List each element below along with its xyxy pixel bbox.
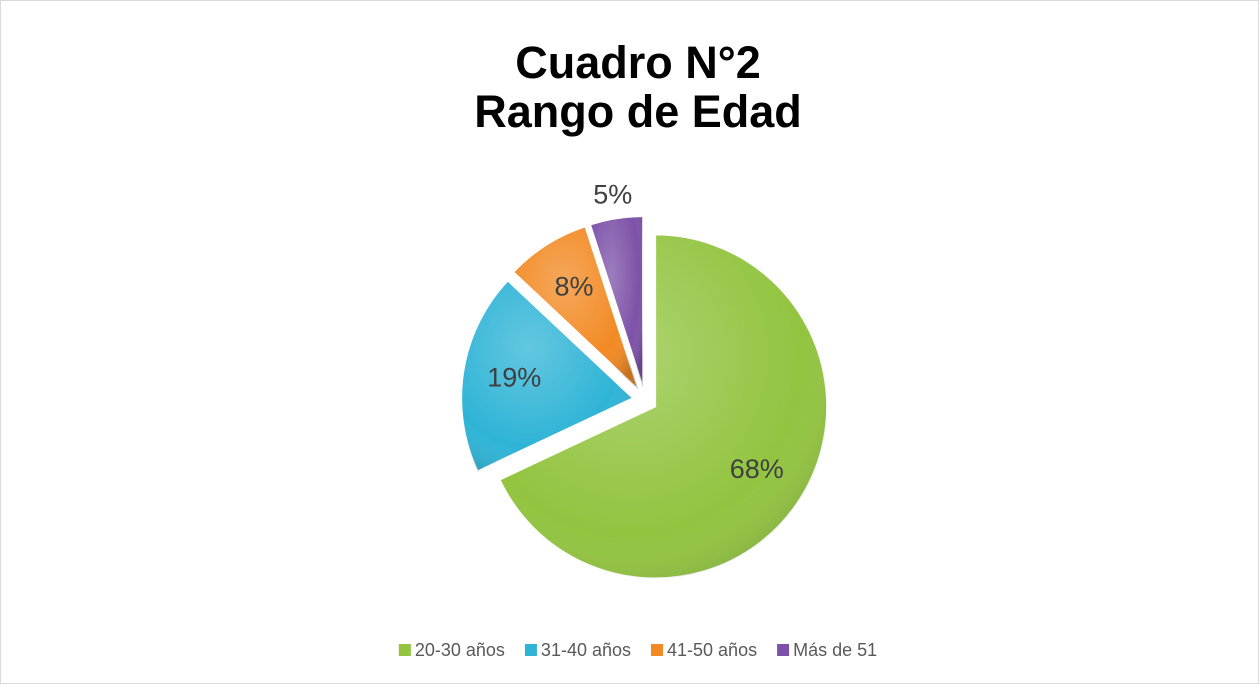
legend-swatch (524, 644, 537, 656)
legend-swatch (777, 644, 790, 656)
data-label: 19% (487, 362, 541, 392)
chart-title: Rango de Edad (474, 86, 802, 137)
legend-label: 31-40 años (541, 640, 631, 660)
legend-label: 41-50 años (667, 640, 757, 660)
legend-label: Más de 51 (793, 640, 877, 660)
data-label: 68% (730, 454, 784, 484)
legend-item: 31-40 años (524, 640, 631, 660)
legend-label: 20-30 años (415, 640, 505, 660)
data-label: 8% (555, 271, 594, 301)
chart-title: Cuadro N°2 (515, 37, 761, 88)
legend-item: 20-30 años (398, 640, 505, 660)
legend-swatch (398, 644, 411, 656)
legend-item: Más de 51 (777, 640, 877, 660)
data-label: 5% (593, 180, 632, 210)
legend-swatch (651, 644, 664, 656)
legend-item: 41-50 años (651, 640, 757, 660)
